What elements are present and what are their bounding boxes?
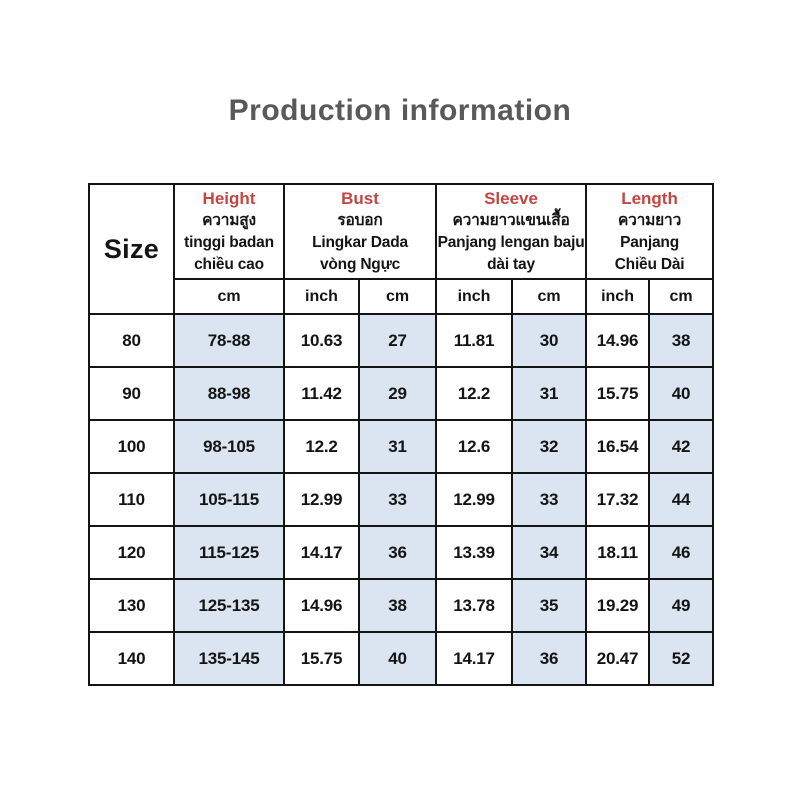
cell-bust-cm: 33: [357, 472, 438, 527]
size-chart-table: Size Height ความสูง tinggi badan chiều c…: [88, 183, 715, 686]
cell-length-inch: 20.47: [585, 631, 651, 686]
length-unit-inch: inch: [585, 278, 651, 315]
length-label-id: Panjang: [620, 233, 679, 251]
bust-label-vi: vòng Ngực: [319, 255, 401, 273]
cell-bust-cm: 36: [357, 525, 438, 580]
sleeve-label-vi: dài tay: [487, 255, 535, 273]
bust-label-en: Bust: [341, 188, 379, 208]
height-label-id: tinggi badan: [184, 233, 274, 251]
bust-label-id: Lingkar Dada: [312, 233, 408, 251]
sleeve-header-cell: Sleeve ความยาวแขนเสื้อ Panjang lengan ba…: [435, 183, 588, 280]
bust-header-cell: Bust รอบอก Lingkar Dada vòng Ngực: [282, 183, 438, 280]
cell-height-cm: 135-145: [173, 631, 285, 686]
cell-sleeve-cm: 34: [511, 525, 588, 580]
length-header-cell: Length ความยาว Panjang Chiều Dài: [585, 183, 715, 280]
bust-unit-inch: inch: [283, 278, 360, 315]
cell-size: 90: [88, 366, 175, 421]
table-header-row: Size Height ความสูง tinggi badan chiều c…: [88, 183, 715, 315]
cell-height-cm: 78-88: [173, 313, 285, 368]
cell-length-inch: 19.29: [585, 578, 651, 633]
cell-size: 110: [88, 472, 175, 527]
cell-sleeve-inch: 12.6: [435, 419, 514, 474]
cell-bust-cm: 38: [357, 578, 438, 633]
cell-size: 140: [88, 631, 175, 686]
cell-bust-inch: 15.75: [283, 631, 360, 686]
cell-bust-cm: 31: [357, 419, 438, 474]
cell-bust-inch: 14.96: [283, 578, 360, 633]
length-label-vi: Chiều Dài: [614, 255, 685, 273]
cell-sleeve-inch: 12.2: [435, 366, 514, 421]
cell-height-cm: 98-105: [173, 419, 285, 474]
cell-sleeve-inch: 11.81: [435, 313, 514, 368]
cell-bust-cm: 29: [357, 366, 438, 421]
cell-bust-cm: 27: [357, 313, 438, 368]
table-row: 100 98-105 12.2 31 12.6 32 16.54 42: [88, 419, 715, 474]
cell-sleeve-inch: 13.39: [435, 525, 514, 580]
length-unit-cm: cm: [648, 278, 715, 315]
height-label-vi: chiều cao: [194, 255, 264, 273]
cell-length-cm: 52: [648, 631, 715, 686]
cell-length-cm: 38: [648, 313, 715, 368]
cell-height-cm: 125-135: [173, 578, 285, 633]
length-label-en: Length: [621, 188, 678, 208]
table-row: 140 135-145 15.75 40 14.17 36 20.47 52: [88, 631, 715, 686]
height-label-en: Height: [202, 188, 256, 208]
cell-height-cm: 88-98: [173, 366, 285, 421]
cell-length-inch: 16.54: [585, 419, 651, 474]
length-label-th: ความยาว: [617, 211, 682, 229]
cell-sleeve-inch: 12.99: [435, 472, 514, 527]
cell-size: 120: [88, 525, 175, 580]
cell-bust-inch: 12.2: [283, 419, 360, 474]
cell-bust-inch: 11.42: [283, 366, 360, 421]
cell-bust-inch: 12.99: [283, 472, 360, 527]
cell-size: 100: [88, 419, 175, 474]
height-header-cell: Height ความสูง tinggi badan chiều cao: [173, 183, 285, 280]
cell-bust-inch: 14.17: [283, 525, 360, 580]
cell-sleeve-cm: 33: [511, 472, 588, 527]
table-row: 90 88-98 11.42 29 12.2 31 15.75 40: [88, 366, 715, 421]
size-header-cell: Size: [88, 183, 175, 315]
cell-sleeve-cm: 31: [511, 366, 588, 421]
cell-size: 130: [88, 578, 175, 633]
table-row: 120 115-125 14.17 36 13.39 34 18.11 46: [88, 525, 715, 580]
bust-label-th: รอบอก: [337, 211, 383, 229]
height-unit-cm: cm: [173, 278, 285, 315]
table-row: 80 78-88 10.63 27 11.81 30 14.96 38: [88, 313, 715, 368]
cell-height-cm: 105-115: [173, 472, 285, 527]
cell-size: 80: [88, 313, 175, 368]
unit-header-row: cm inch cm inch cm inch cm: [89, 278, 715, 315]
cell-sleeve-cm: 30: [511, 313, 588, 368]
cell-length-cm: 42: [648, 419, 715, 474]
height-label-th: ความสูง: [202, 211, 256, 229]
cell-sleeve-cm: 36: [511, 631, 588, 686]
cell-length-cm: 49: [648, 578, 715, 633]
cell-length-cm: 46: [648, 525, 715, 580]
page-title: Production information: [228, 94, 572, 127]
sleeve-unit-inch: inch: [435, 278, 514, 315]
bust-unit-cm: cm: [357, 278, 438, 315]
table-row: 110 105-115 12.99 33 12.99 33 17.32 44: [88, 472, 715, 527]
size-chart-body: 80 78-88 10.63 27 11.81 30 14.96 38 90 88-98 11.42…: [88, 313, 715, 686]
size-label: Size: [103, 233, 160, 264]
cell-length-inch: 17.32: [585, 472, 651, 527]
cell-sleeve-cm: 35: [511, 578, 588, 633]
table-row: 130 125-135 14.96 38 13.78 35 19.29 49: [88, 578, 715, 633]
cell-length-inch: 18.11: [585, 525, 651, 580]
sleeve-label-en: Sleeve: [484, 188, 538, 208]
cell-length-inch: 14.96: [585, 313, 651, 368]
cell-length-cm: 44: [648, 472, 715, 527]
cell-bust-inch: 10.63: [283, 313, 360, 368]
cell-sleeve-inch: 13.78: [435, 578, 514, 633]
cell-sleeve-inch: 14.17: [435, 631, 514, 686]
cell-length-cm: 40: [648, 366, 715, 421]
cell-bust-cm: 40: [357, 631, 438, 686]
sleeve-unit-cm: cm: [511, 278, 588, 315]
sleeve-label-id: Panjang lengan baju: [437, 233, 585, 251]
cell-height-cm: 115-125: [173, 525, 285, 580]
cell-length-inch: 15.75: [585, 366, 651, 421]
sleeve-label-th: ความยาวแขนเสื้อ: [452, 211, 570, 229]
cell-sleeve-cm: 32: [511, 419, 588, 474]
